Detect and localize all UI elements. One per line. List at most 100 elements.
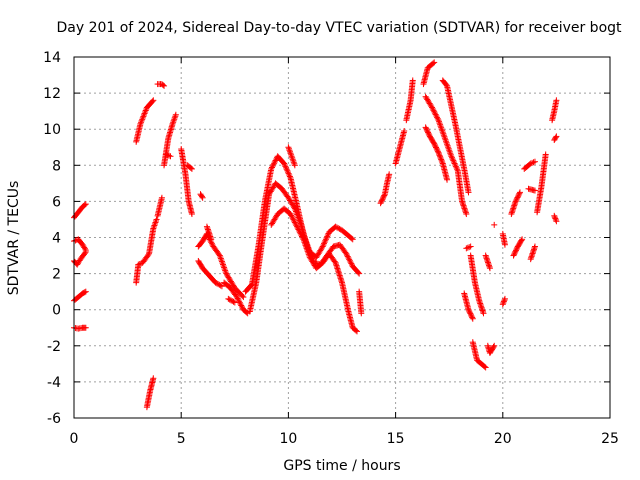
data-point	[551, 212, 558, 219]
data-point	[531, 243, 538, 250]
data-point	[529, 159, 536, 166]
data-point	[322, 237, 329, 244]
data-point	[425, 129, 432, 136]
data-point	[438, 157, 445, 164]
data-point	[454, 166, 461, 173]
data-point	[465, 306, 472, 313]
data-point	[294, 213, 301, 220]
data-point	[553, 133, 560, 140]
data-point	[320, 242, 327, 249]
data-point	[233, 294, 240, 301]
data-point	[433, 145, 440, 152]
data-point	[239, 292, 246, 299]
data-point	[285, 170, 292, 177]
data-point	[281, 160, 288, 167]
data-point	[199, 194, 206, 201]
data-point	[231, 299, 238, 306]
data-point	[296, 227, 303, 234]
data-point	[430, 107, 437, 114]
data-point	[436, 152, 443, 159]
data-point	[422, 124, 429, 131]
data-point	[297, 220, 304, 227]
data-point	[293, 208, 300, 215]
data-point	[295, 214, 302, 221]
data-points-layer	[71, 59, 560, 411]
data-point	[450, 157, 457, 164]
data-point	[511, 249, 518, 256]
data-point	[268, 165, 275, 172]
data-point	[215, 251, 222, 258]
data-point	[542, 151, 549, 158]
data-point	[140, 111, 147, 118]
data-point	[296, 229, 303, 236]
data-point	[139, 114, 146, 121]
data-point	[236, 299, 243, 306]
data-point	[431, 141, 438, 148]
data-point	[433, 112, 440, 119]
data-point	[500, 298, 507, 305]
data-point	[139, 116, 146, 123]
data-point	[81, 202, 88, 209]
data-point	[432, 111, 439, 118]
data-point	[318, 244, 325, 251]
data-point	[291, 219, 298, 226]
y-tick-label: 6	[52, 194, 61, 210]
data-point	[452, 163, 459, 170]
data-point	[349, 236, 356, 243]
x-tick-label: 15	[387, 431, 405, 447]
data-point	[215, 281, 222, 288]
data-point	[166, 152, 173, 159]
data-point	[469, 314, 476, 321]
data-point	[500, 299, 507, 306]
x-axis-label: GPS time / hours	[283, 458, 400, 474]
data-point	[425, 130, 432, 137]
data-point	[514, 194, 521, 201]
data-point	[553, 97, 560, 104]
data-point	[150, 375, 157, 382]
data-point	[198, 193, 205, 200]
data-point	[284, 169, 291, 176]
data-point	[453, 164, 460, 171]
data-point	[82, 201, 89, 208]
data-point	[452, 161, 459, 168]
data-point	[324, 233, 331, 240]
data-point	[167, 153, 174, 160]
data-point	[356, 270, 363, 277]
data-point	[513, 195, 520, 202]
data-point	[431, 108, 438, 115]
data-point	[172, 111, 179, 118]
data-point	[298, 232, 305, 239]
data-point	[333, 224, 340, 231]
data-point	[295, 226, 302, 233]
data-point	[443, 81, 450, 88]
data-point	[499, 301, 506, 308]
data-point	[294, 225, 301, 232]
x-tick-label: 0	[70, 431, 79, 447]
data-point	[281, 161, 288, 168]
data-point	[344, 252, 351, 259]
data-point	[283, 164, 290, 171]
data-point	[142, 107, 149, 114]
data-point	[354, 328, 361, 335]
x-tick-label: 20	[494, 431, 512, 447]
y-tick-label: 4	[52, 231, 61, 247]
data-point	[515, 191, 522, 198]
data-point	[437, 155, 444, 162]
y-tick-label: 0	[52, 303, 61, 319]
data-point	[346, 256, 353, 263]
data-point	[240, 294, 247, 301]
data-point	[346, 257, 353, 264]
data-point	[444, 176, 451, 183]
data-point	[164, 152, 171, 159]
data-point	[510, 252, 517, 259]
data-point	[270, 161, 277, 168]
data-point	[140, 113, 147, 120]
data-point	[293, 210, 300, 217]
data-point	[432, 143, 439, 150]
data-point	[289, 215, 296, 222]
data-point	[136, 260, 143, 267]
data-point	[434, 115, 441, 122]
data-point	[238, 302, 245, 309]
data-point	[324, 231, 331, 238]
data-point	[135, 261, 142, 268]
